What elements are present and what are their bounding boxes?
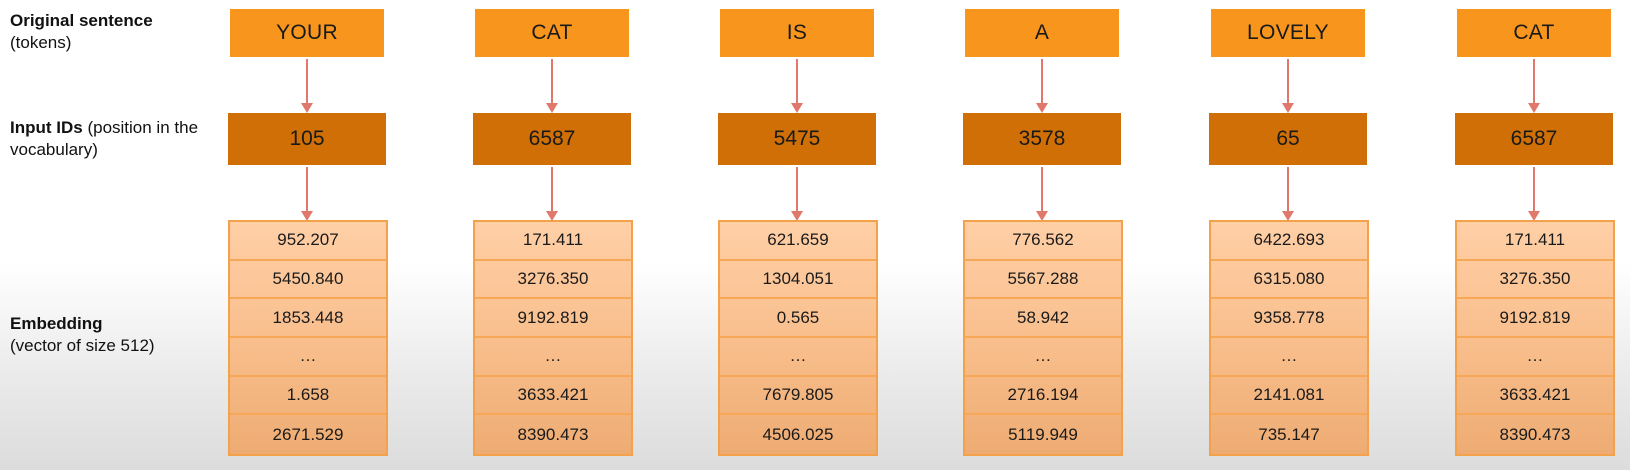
token-box: CAT [475,9,629,57]
embedding-value: 171.411 [475,222,631,261]
embedding-value: 5567.288 [965,261,1121,300]
embedding-value: 9192.819 [1457,299,1613,338]
arrow-down-icon [546,167,558,221]
token-column: CAT 6587 171.411 3276.350 9192.819… 3633.421 8… [473,0,633,470]
embedding-vector: 621.659 1304.051 0.565… 7679.805 4506.025 [718,220,878,456]
arrow-down-icon [301,59,313,113]
input-id-box: 65 [1209,113,1367,165]
token-box: IS [720,9,874,57]
embedding-value: 2141.081 [1211,377,1367,416]
arrow-down-icon [791,59,803,113]
embedding-label-sub: (vector of size 512) [10,336,155,355]
arrow-down-icon [1036,167,1048,221]
embedding-value: 9192.819 [475,299,631,338]
embedding-value: 58.942 [965,299,1121,338]
tokens-label-sub: (tokens) [10,33,72,52]
embedding-value: … [1457,338,1613,377]
embedding-value: 0.565 [720,299,876,338]
embedding-value: 735.147 [1258,424,1320,444]
input-id-box: 5475 [718,113,876,165]
embedding-vector: 171.411 3276.350 9192.819… 3633.421 8390.473 [1455,220,1615,456]
input-id-box: 105 [228,113,386,165]
token-column: YOUR 105 952.207 5450.840 1853.448… 1.658 2671… [228,0,388,470]
embedding-value: 8390.473 [517,424,589,444]
input-id-box: 6587 [1455,113,1613,165]
embedding-value: 5450.840 [230,261,386,300]
embedding-value: 8390.473 [1499,424,1571,444]
embedding-vector: 776.562 5567.288 58.942… 2716.194 5119.949 [963,220,1123,456]
embedding-value: 2716.194 [965,377,1121,416]
token-column: CAT 6587 171.411 3276.350 9192.819… 3633.421 8… [1455,0,1615,470]
embedding-value: 3633.421 [1457,377,1613,416]
embedding-value: 7679.805 [720,377,876,416]
embedding-vector: 6422.693 6315.080 9358.778… 2141.081 735.147 [1209,220,1369,456]
embedding-value: … [965,338,1121,377]
embedding-value: 5119.949 [1008,424,1078,444]
token-box: A [965,9,1119,57]
embedding-value: 6315.080 [1211,261,1367,300]
embedding-value: … [1211,338,1367,377]
embedding-value: 3276.350 [1457,261,1613,300]
embedding-value: 1.658 [230,377,386,416]
embedding-value: 171.411 [1457,222,1613,261]
token-box: YOUR [230,9,384,57]
token-box: LOVELY [1211,9,1365,57]
embedding-value: 952.207 [230,222,386,261]
token-column: IS 5475 621.659 1304.051 0.565… 7679.805 4506.… [718,0,878,470]
input-id-box: 3578 [963,113,1121,165]
embedding-value: … [475,338,631,377]
embedding-value: 3276.350 [475,261,631,300]
embedding-vector: 952.207 5450.840 1853.448… 1.658 2671.529 [228,220,388,456]
embedding-value: 9358.778 [1211,299,1367,338]
embedding-row-label: Embedding (vector of size 512) [10,313,210,357]
embedding-value: … [230,338,386,377]
input-id-box: 6587 [473,113,631,165]
tokens-label-title: Original sentence [10,11,153,30]
embedding-label-title: Embedding [10,314,103,333]
arrow-down-icon [1282,167,1294,221]
embedding-value: 776.562 [965,222,1121,261]
embedding-value: 2671.529 [272,424,344,444]
arrow-down-icon [301,167,313,221]
token-column: A 3578 776.562 5567.288 58.942… 2716.194 5119.… [963,0,1123,470]
embedding-value: 6422.693 [1211,222,1367,261]
arrow-down-icon [791,167,803,221]
embedding-vector: 171.411 3276.350 9192.819… 3633.421 8390.473 [473,220,633,456]
token-column: LOVELY 65 6422.693 6315.080 9358.778… 2141.08… [1209,0,1369,470]
embedding-value: 4506.025 [762,424,834,444]
embedding-value: … [720,338,876,377]
embedding-value: 3633.421 [475,377,631,416]
input-ids-row-label: Input IDs (position in the vocabulary) [10,117,200,161]
token-box: CAT [1457,9,1611,57]
arrow-down-icon [1528,167,1540,221]
arrow-down-icon [1282,59,1294,113]
input-ids-label-title: Input IDs [10,118,83,137]
embedding-value: 1304.051 [720,261,876,300]
embedding-value: 1853.448 [230,299,386,338]
arrow-down-icon [1528,59,1540,113]
arrow-down-icon [546,59,558,113]
arrow-down-icon [1036,59,1048,113]
embedding-value: 621.659 [720,222,876,261]
tokens-row-label: Original sentence (tokens) [10,10,210,54]
input-ids-label-sub: (position in the vocabulary) [10,118,199,159]
